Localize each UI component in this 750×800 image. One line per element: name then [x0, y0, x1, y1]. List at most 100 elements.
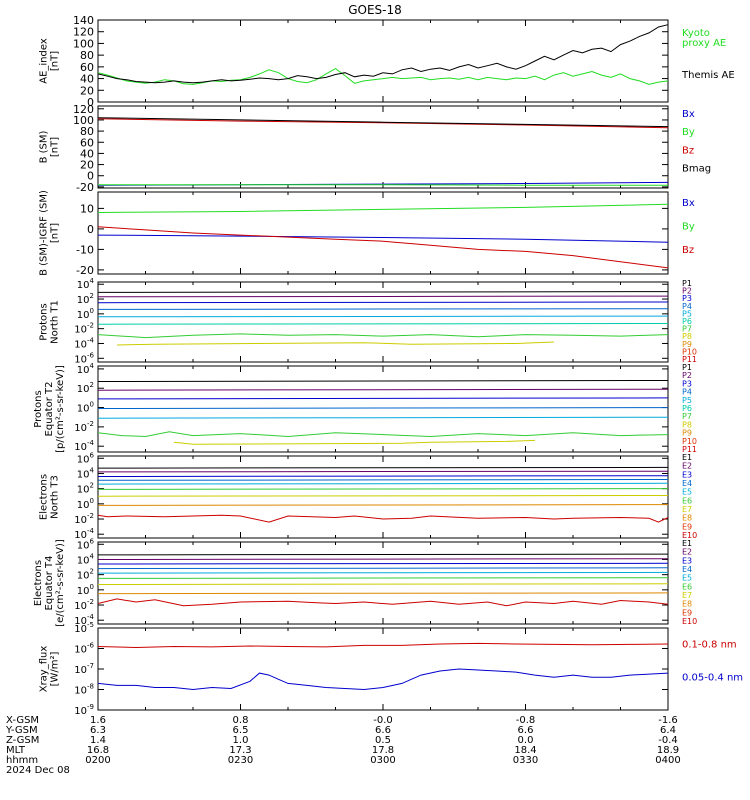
- y-axis-label: North T1: [50, 300, 61, 344]
- y-tick-label: 100: [77, 583, 94, 597]
- y-tick-label: 100: [73, 37, 94, 50]
- series-line-P3: [97, 397, 669, 400]
- legend-label: Bmag: [682, 164, 711, 175]
- panel-frame: [97, 191, 669, 275]
- y-tick-label: 106: [77, 537, 95, 551]
- series-line-E1: [97, 466, 669, 469]
- footer-row-label: hhmm: [6, 755, 38, 766]
- legend-label: P6: [682, 317, 692, 326]
- legend-label: proxy AE: [682, 38, 726, 49]
- legend-label: E5: [682, 574, 692, 583]
- y-tick-label: 10-2: [74, 420, 94, 434]
- legend-label: E2: [682, 462, 692, 471]
- panel-frame: [97, 19, 669, 103]
- footer-value: 0330: [513, 755, 538, 766]
- legend-label: P1: [682, 279, 692, 288]
- footer-row-label: MLT: [6, 745, 26, 756]
- series-line-E3: [97, 562, 669, 565]
- series-line-P2: [97, 295, 669, 298]
- series-line-P5: [97, 315, 669, 318]
- panel-frame: [97, 365, 669, 453]
- y-tick-label: 102: [77, 292, 94, 306]
- panel-frame: [97, 627, 669, 711]
- legend-label: P3: [682, 294, 692, 303]
- series-line-E5: [97, 571, 669, 574]
- series-line-Bz: [97, 118, 669, 129]
- y-tick-label: 40: [80, 147, 94, 160]
- y-tick-label: 100: [73, 114, 94, 127]
- y-axis-label: North T3: [50, 475, 61, 519]
- legend-label: By: [682, 221, 695, 232]
- series-line-E6: [97, 577, 669, 579]
- y-tick-label: 10-2: [74, 322, 94, 336]
- footer-row-label: X-GSM: [6, 715, 39, 726]
- y-axis-label: [W/m²]: [50, 651, 61, 686]
- y-axis-label: [e/(cm²-s-sr-keV)]: [55, 539, 66, 627]
- y-tick-label: 102: [77, 381, 94, 395]
- series-line-By: [97, 203, 669, 213]
- y-axis-label: [nT]: [50, 137, 61, 157]
- y-axis-label: Electrons: [39, 474, 50, 520]
- legend-label: P7: [682, 325, 692, 334]
- footer-value: 0.8: [233, 715, 249, 726]
- y-tick-label: 10-6: [74, 642, 94, 656]
- legend-label: E3: [682, 470, 692, 479]
- series-line-P2: [97, 388, 669, 391]
- series-line-P3: [97, 301, 669, 304]
- series-line-P5: [97, 416, 669, 419]
- footer-value: 0400: [655, 755, 680, 766]
- y-tick-label: 102: [77, 568, 94, 582]
- chart-title: GOES-18: [348, 3, 402, 17]
- y-axis-label: Equator T4: [44, 556, 55, 611]
- series-line-0.1-0.8 nm: [97, 642, 669, 649]
- series-line-P1: [97, 291, 669, 293]
- y-tick-label: 60: [80, 136, 94, 149]
- footer-row-label: Z-GSM: [6, 735, 39, 746]
- footer-value: 1.4: [90, 735, 106, 746]
- footer-value: 6.3: [90, 725, 106, 736]
- series-line-P8: [116, 341, 555, 346]
- series-line-Bz: [97, 226, 669, 269]
- footer-value: 0.5: [375, 735, 391, 746]
- footer-value: -0.4: [658, 735, 678, 746]
- y-tick-label: 100: [77, 401, 94, 415]
- legend-label: P4: [682, 302, 692, 311]
- legend-label: P4: [682, 388, 692, 397]
- legend-label: P2: [682, 371, 692, 380]
- legend-label: P6: [682, 404, 692, 413]
- y-tick-label: 140: [73, 14, 94, 27]
- series-line-P4: [97, 308, 669, 310]
- panel-frame: [97, 281, 669, 363]
- legend-label: E9: [682, 522, 692, 531]
- legend-label: E6: [682, 582, 692, 591]
- legend-label: P8: [682, 420, 692, 429]
- legend-label: E5: [682, 488, 692, 497]
- y-tick-label: 10-2: [74, 512, 94, 526]
- y-tick-label: 120: [73, 103, 94, 116]
- legend-label: P11: [682, 355, 697, 364]
- footer-value: -0.8: [516, 715, 536, 726]
- legend-label: P8: [682, 332, 692, 341]
- y-axis-label: AE_index: [39, 38, 50, 84]
- footer-value: -1.6: [658, 715, 678, 726]
- footer-value: 1.0: [233, 735, 249, 746]
- y-axis-label: Electrons: [33, 560, 44, 606]
- y-axis-label: [nT]: [50, 223, 61, 243]
- footer-value: 0300: [370, 755, 395, 766]
- y-tick-label: 102: [77, 482, 94, 496]
- y-axis-label: B (SM)-IGRF (SM): [39, 190, 50, 276]
- y-tick-label: 0: [87, 170, 94, 183]
- y-tick-label: 10-7: [74, 662, 94, 676]
- footer-value: 17.3: [229, 745, 251, 756]
- series-line-E7: [97, 495, 669, 497]
- footer-value: 17.8: [372, 745, 394, 756]
- series-line-P6: [97, 323, 669, 325]
- footer-value: 6.6: [518, 725, 534, 736]
- y-tick-label: 10: [80, 202, 94, 215]
- series-line-E8: [97, 592, 669, 595]
